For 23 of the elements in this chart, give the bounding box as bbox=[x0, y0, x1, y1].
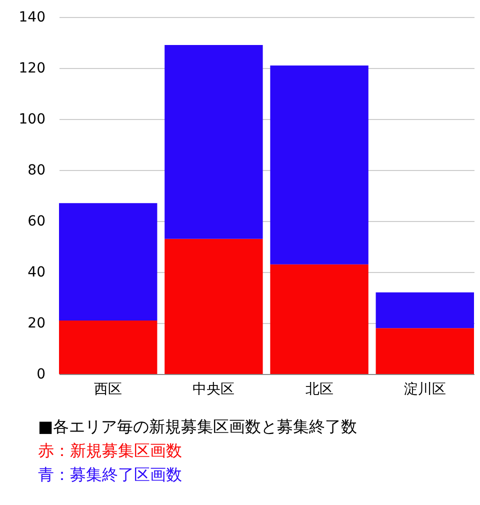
bar bbox=[164, 45, 263, 239]
bar bbox=[164, 238, 263, 374]
y-tick-label: 140 bbox=[18, 10, 46, 26]
x-tick-label: 中央区 bbox=[192, 382, 235, 398]
y-tick-label: 40 bbox=[28, 264, 46, 280]
text: 青：募集終了区画数 bbox=[38, 464, 183, 486]
bar bbox=[270, 264, 368, 374]
y-tick-label: 20 bbox=[28, 316, 46, 332]
x-tick-label: 北区 bbox=[305, 382, 334, 398]
bar bbox=[376, 292, 474, 328]
y-tick-label: 60 bbox=[28, 214, 46, 230]
x-tick-label: 西区 bbox=[94, 382, 122, 398]
x-tick-label: 淀川区 bbox=[404, 382, 446, 398]
text: ■各エリア毎の新規募集区画数と募集終了数 bbox=[38, 416, 358, 438]
bar bbox=[270, 65, 368, 264]
bar bbox=[376, 328, 474, 374]
bar bbox=[59, 203, 158, 320]
y-tick-label: 120 bbox=[18, 60, 46, 76]
y-tick-label: 100 bbox=[18, 112, 46, 128]
text: 赤：新規募集区画数 bbox=[38, 440, 183, 462]
y-tick-label: 0 bbox=[36, 366, 46, 382]
bar bbox=[59, 320, 158, 374]
y-tick-label: 80 bbox=[28, 162, 46, 178]
